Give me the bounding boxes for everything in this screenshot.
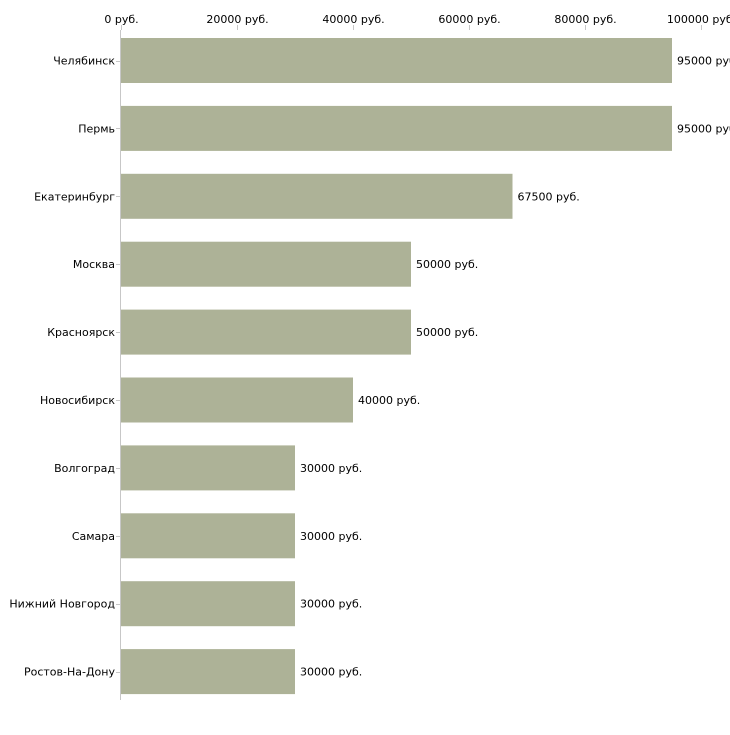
- bar-3: [121, 241, 411, 287]
- bar-6: [121, 445, 295, 491]
- category-label-2: Екатеринбург: [34, 190, 115, 203]
- category-label-7: Самара: [72, 530, 115, 543]
- category-label-9: Ростов-На-Дону: [24, 666, 115, 679]
- category-label-5: Новосибирск: [40, 394, 115, 407]
- value-label-9: 30000 руб.: [300, 666, 362, 679]
- bar-7: [121, 513, 295, 559]
- value-label-1: 95000 руб.: [677, 122, 730, 135]
- x-tick-label-5: 100000 руб.: [667, 13, 730, 26]
- bar-0: [121, 38, 672, 83]
- category-label-1: Пермь: [78, 122, 115, 135]
- x-tick-label-1: 20000 руб.: [206, 13, 268, 26]
- category-label-4: Красноярск: [47, 326, 115, 339]
- value-label-0: 95000 руб.: [677, 55, 730, 68]
- bar-1: [121, 105, 672, 151]
- value-label-4: 50000 руб.: [416, 326, 478, 339]
- bar-8: [121, 581, 295, 627]
- value-label-3: 50000 руб.: [416, 258, 478, 271]
- category-label-6: Волгоград: [54, 462, 115, 475]
- bar-4: [121, 309, 411, 355]
- value-label-5: 40000 руб.: [358, 394, 420, 407]
- x-tick-label-0: 0 руб.: [104, 13, 138, 26]
- value-label-7: 30000 руб.: [300, 530, 362, 543]
- value-label-6: 30000 руб.: [300, 462, 362, 475]
- bar-5: [121, 377, 353, 423]
- value-label-2: 67500 руб.: [518, 190, 580, 203]
- x-tick-label-2: 40000 руб.: [322, 13, 384, 26]
- x-tick-label-3: 60000 руб.: [438, 13, 500, 26]
- category-label-3: Москва: [73, 258, 115, 271]
- category-label-0: Челябинск: [53, 55, 115, 68]
- bar-2: [121, 173, 513, 219]
- value-label-8: 30000 руб.: [300, 598, 362, 611]
- bar-9: [121, 649, 295, 695]
- category-label-8: Нижний Новгород: [9, 598, 115, 611]
- x-tick-label-4: 80000 руб.: [554, 13, 616, 26]
